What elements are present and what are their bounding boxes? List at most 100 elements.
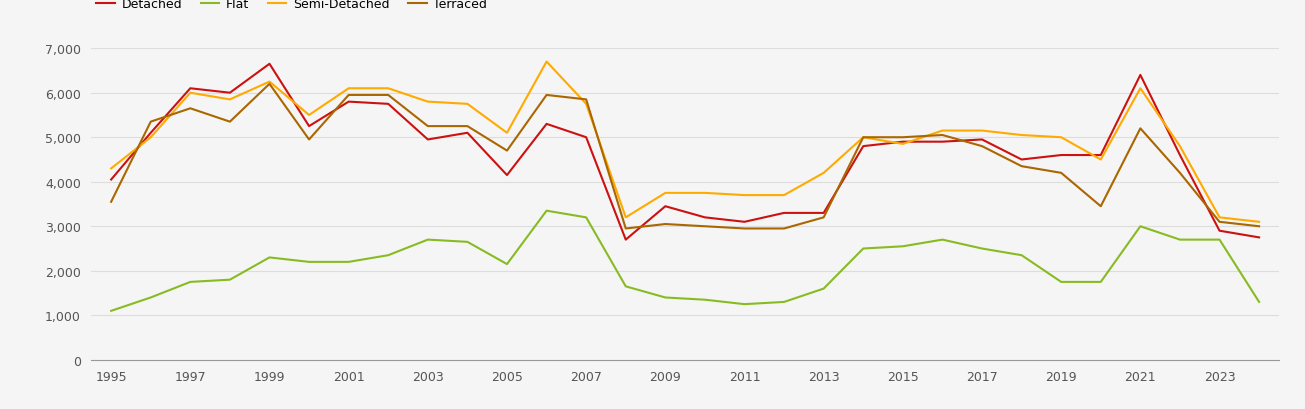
Flat	[975, 247, 990, 252]
Semi-Detached	[578, 102, 594, 107]
Terraced	[934, 133, 950, 138]
Flat	[1133, 224, 1148, 229]
Semi-Detached	[737, 193, 753, 198]
Flat	[1212, 238, 1228, 243]
Detached	[381, 102, 397, 107]
Detached	[1212, 229, 1228, 234]
Line: Terraced: Terraced	[111, 85, 1259, 229]
Semi-Detached	[856, 135, 872, 140]
Terraced	[1014, 164, 1030, 169]
Detached	[1133, 73, 1148, 78]
Flat	[1094, 280, 1109, 285]
Detached	[420, 138, 436, 143]
Semi-Detached	[895, 142, 911, 147]
Line: Flat: Flat	[111, 211, 1259, 311]
Flat	[144, 295, 159, 300]
Terraced	[816, 216, 831, 220]
Terraced	[856, 135, 872, 140]
Terraced	[183, 107, 198, 112]
Flat	[697, 297, 713, 302]
Detached	[776, 211, 792, 216]
Terraced	[301, 138, 317, 143]
Terraced	[459, 124, 475, 129]
Flat	[500, 262, 515, 267]
Terraced	[895, 135, 911, 140]
Terraced	[619, 227, 634, 231]
Line: Detached: Detached	[111, 65, 1259, 240]
Legend: Detached, Flat, Semi-Detached, Terraced: Detached, Flat, Semi-Detached, Terraced	[91, 0, 492, 16]
Flat	[934, 238, 950, 243]
Terraced	[222, 120, 238, 125]
Detached	[975, 138, 990, 143]
Semi-Detached	[1014, 133, 1030, 138]
Semi-Detached	[1251, 220, 1267, 225]
Semi-Detached	[103, 166, 119, 171]
Terraced	[381, 93, 397, 98]
Detached	[459, 131, 475, 136]
Flat	[737, 302, 753, 307]
Terraced	[500, 149, 515, 154]
Terraced	[262, 82, 278, 87]
Terraced	[420, 124, 436, 129]
Detached	[737, 220, 753, 225]
Semi-Detached	[1212, 216, 1228, 220]
Terraced	[658, 222, 673, 227]
Detached	[103, 178, 119, 182]
Detached	[341, 100, 356, 105]
Flat	[301, 260, 317, 265]
Semi-Detached	[1094, 157, 1109, 162]
Terraced	[341, 93, 356, 98]
Terraced	[539, 93, 555, 98]
Semi-Detached	[934, 129, 950, 134]
Semi-Detached	[341, 87, 356, 92]
Terraced	[737, 227, 753, 231]
Terraced	[1172, 171, 1188, 176]
Detached	[658, 204, 673, 209]
Semi-Detached	[697, 191, 713, 196]
Flat	[341, 260, 356, 265]
Semi-Detached	[539, 60, 555, 65]
Detached	[934, 140, 950, 145]
Semi-Detached	[619, 216, 634, 220]
Terraced	[697, 224, 713, 229]
Terraced	[144, 120, 159, 125]
Detached	[578, 135, 594, 140]
Flat	[816, 286, 831, 291]
Flat	[1014, 253, 1030, 258]
Flat	[1251, 300, 1267, 305]
Detached	[262, 62, 278, 67]
Semi-Detached	[381, 87, 397, 92]
Detached	[301, 124, 317, 129]
Detached	[697, 216, 713, 220]
Detached	[1094, 153, 1109, 158]
Flat	[262, 255, 278, 260]
Semi-Detached	[144, 135, 159, 140]
Semi-Detached	[1172, 144, 1188, 149]
Semi-Detached	[658, 191, 673, 196]
Detached	[619, 238, 634, 243]
Terraced	[103, 200, 119, 205]
Flat	[895, 244, 911, 249]
Detached	[1172, 153, 1188, 158]
Detached	[816, 211, 831, 216]
Flat	[539, 209, 555, 213]
Terraced	[578, 98, 594, 103]
Flat	[856, 247, 872, 252]
Terraced	[1251, 224, 1267, 229]
Semi-Detached	[459, 102, 475, 107]
Flat	[420, 238, 436, 243]
Detached	[144, 131, 159, 136]
Semi-Detached	[301, 113, 317, 118]
Semi-Detached	[975, 129, 990, 134]
Terraced	[1133, 126, 1148, 131]
Flat	[459, 240, 475, 245]
Detached	[1251, 235, 1267, 240]
Detached	[183, 87, 198, 92]
Terraced	[1212, 220, 1228, 225]
Semi-Detached	[1133, 87, 1148, 92]
Line: Semi-Detached: Semi-Detached	[111, 63, 1259, 222]
Detached	[1014, 157, 1030, 162]
Semi-Detached	[816, 171, 831, 176]
Detached	[895, 140, 911, 145]
Flat	[776, 300, 792, 305]
